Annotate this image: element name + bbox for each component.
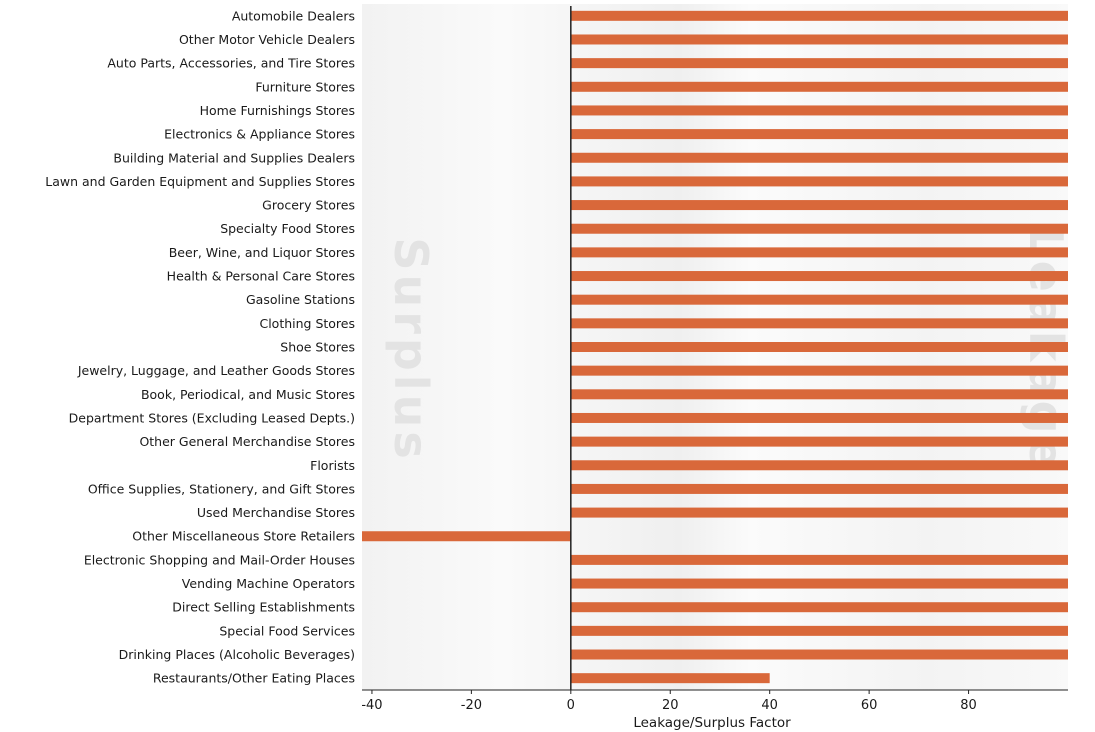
x-tick-label-2: -20 [461,698,482,713]
bar-29 [570,673,770,684]
category-label-15: Shoe Stores [280,340,355,355]
category-label-25: Vending Machine Operators [182,576,355,591]
category-label-9: Grocery Stores [262,198,355,213]
bar-5 [570,105,1068,116]
category-label-6: Electronics & Appliance Stores [164,127,355,142]
bar-19 [570,436,1068,447]
category-label-1: Automobile Dealers [232,8,355,23]
x-tick-label-3: 0 [567,698,575,713]
bar-28 [570,649,1068,660]
category-label-16: Jewelry, Luggage, and Leather Goods Stor… [77,363,355,378]
bar-6 [570,129,1068,140]
bar-11 [570,247,1068,258]
watermark-left: Surplus [384,237,438,462]
x-tick-label-4: 20 [662,698,679,713]
bar-9 [570,200,1068,211]
bar-24 [570,554,1068,565]
category-label-29: Restaurants/Other Eating Places [153,671,355,686]
category-label-19: Other General Merchandise Stores [139,434,355,449]
bar-3 [570,58,1068,69]
bar-10 [570,223,1068,234]
category-label-11: Beer, Wine, and Liquor Stores [169,245,355,260]
bar-15 [570,342,1068,352]
bar-21 [570,483,1068,494]
category-label-20: Florists [310,458,355,473]
x-tick-label-6: 60 [861,698,878,713]
bar-1 [570,10,1068,21]
bar-25 [570,578,1068,589]
x-tick-label-7: 80 [960,698,977,713]
x-tick-label-1: -40 [361,698,382,713]
bar-16 [570,365,1068,376]
x-tick-label-5: 40 [761,698,778,713]
category-label-18: Department Stores (Excluding Leased Dept… [69,410,355,425]
category-label-2: Other Motor Vehicle Dealers [179,32,355,47]
bar-26 [570,602,1068,613]
category-label-27: Special Food Services [219,623,355,638]
category-label-26: Direct Selling Establishments [172,600,355,615]
bar-18 [570,412,1068,423]
category-label-23: Other Miscellaneous Store Retailers [132,529,355,544]
category-label-13: Gasoline Stations [246,292,355,307]
category-label-8: Lawn and Garden Equipment and Supplies S… [45,174,355,189]
category-label-3: Auto Parts, Accessories, and Tire Stores [107,56,355,71]
bar-8 [570,176,1068,187]
category-label-7: Building Material and Supplies Dealers [113,150,355,165]
bar-2 [570,34,1068,45]
x-axis-title: Leakage/Surplus Factor [633,715,791,731]
category-label-22: Used Merchandise Stores [197,505,355,520]
category-label-21: Office Supplies, Stationery, and Gift St… [88,481,355,496]
category-label-10: Specialty Food Stores [220,221,355,236]
bar-17 [570,389,1068,400]
bar-22 [570,507,1068,518]
bar-7 [570,152,1068,163]
bar-4 [570,81,1068,92]
category-label-14: Clothing Stores [259,316,355,331]
bar-14 [570,318,1068,329]
category-label-12: Health & Personal Care Stores [167,269,355,284]
bar-12 [570,271,1068,282]
bar-20 [570,460,1068,471]
bar-13 [570,294,1068,305]
bar-27 [570,625,1068,636]
category-label-17: Book, Periodical, and Music Stores [141,387,355,402]
category-label-24: Electronic Shopping and Mail-Order House… [84,552,355,567]
category-label-28: Drinking Places (Alcoholic Beverages) [119,647,355,662]
category-label-5: Home Furnishings Stores [200,103,355,118]
bar-23 [362,531,571,542]
category-label-4: Furniture Stores [255,79,355,94]
